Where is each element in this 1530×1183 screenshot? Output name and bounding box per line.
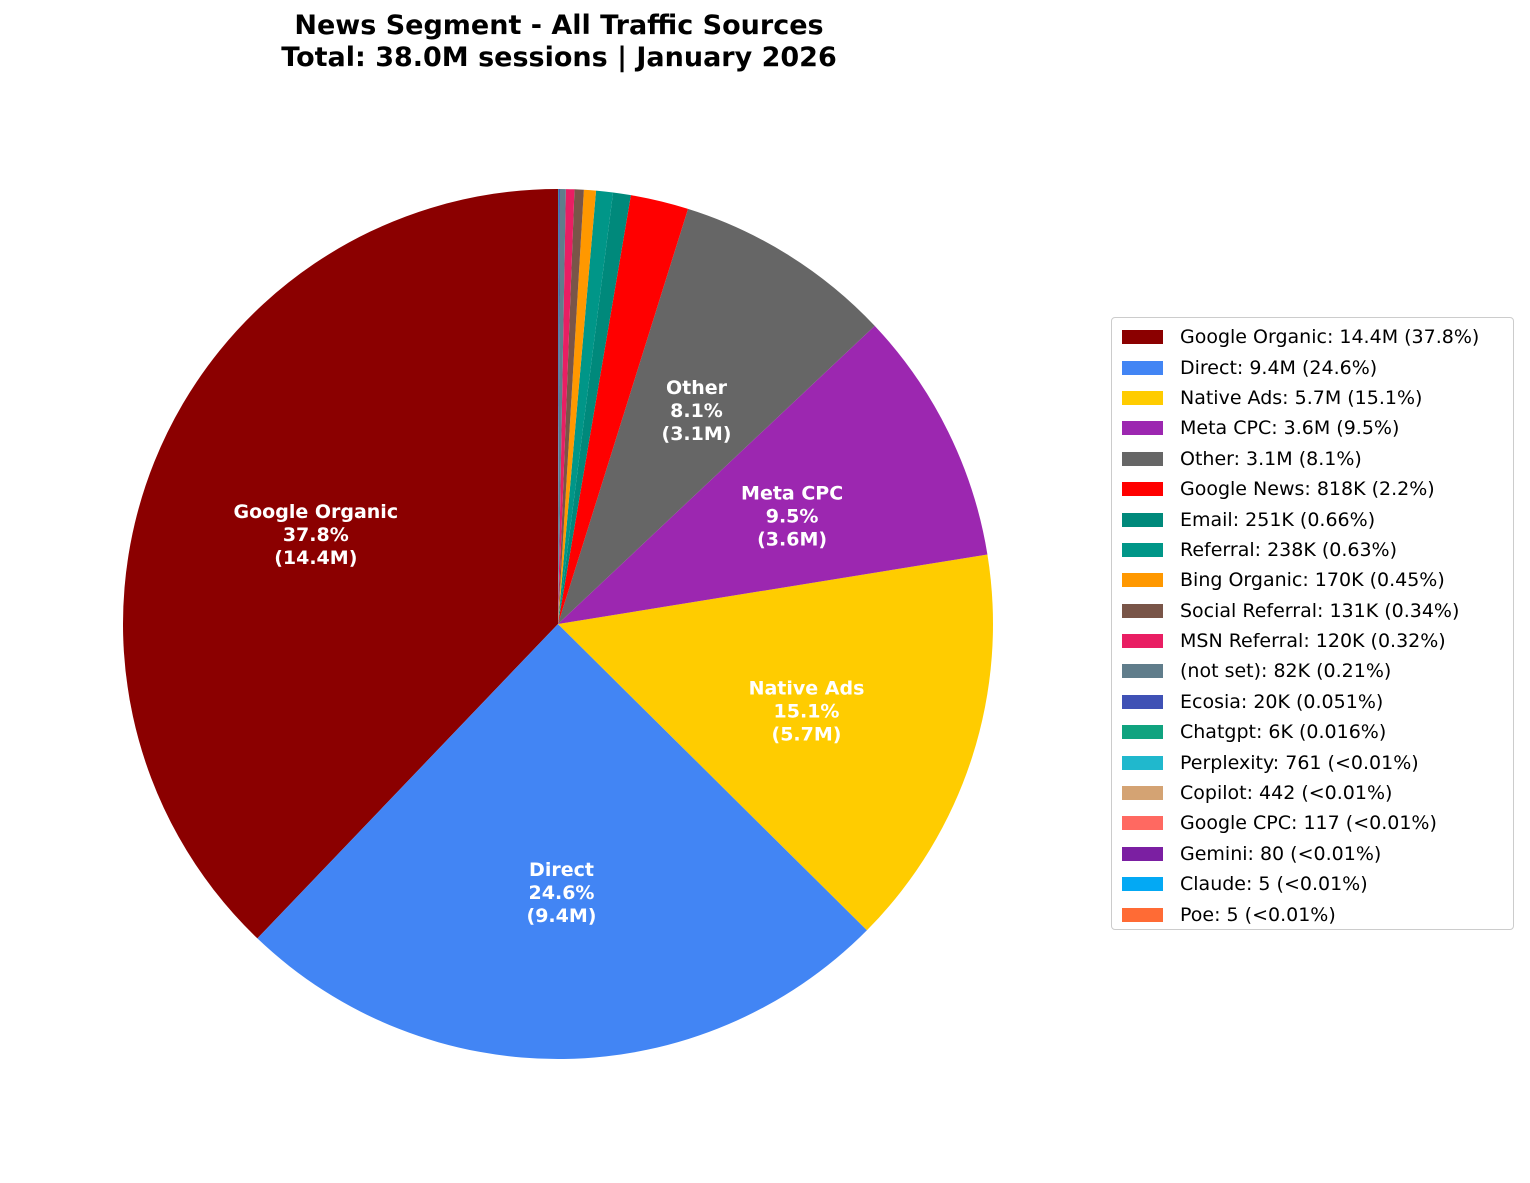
pie-slice-other bbox=[558, 208, 875, 624]
legend-swatch bbox=[1122, 512, 1163, 527]
legend-swatch bbox=[1122, 816, 1163, 831]
legend-label: Email: 251K (0.66%) bbox=[1180, 508, 1376, 531]
legend-label: (not set): 82K (0.21%) bbox=[1180, 660, 1392, 683]
legend-label: Other: 3.1M (8.1%) bbox=[1180, 447, 1362, 470]
legend-label: Referral: 238K (0.63%) bbox=[1180, 538, 1398, 561]
legend-item: Poe: 5 (<0.01%) bbox=[1112, 899, 1513, 929]
chart-subtitle: Total: 38.0M sessions | January 2026 bbox=[281, 42, 837, 73]
pie-slice-referral bbox=[558, 190, 614, 625]
legend-swatch bbox=[1122, 664, 1163, 679]
chart-title: News Segment - All Traffic Sources Total… bbox=[0, 10, 1118, 74]
legend-label: Direct: 9.4M (24.6%) bbox=[1180, 356, 1378, 379]
legend-item: Google Organic: 14.4M (37.8%) bbox=[1112, 322, 1513, 352]
chart-title-line1: News Segment - All Traffic Sources bbox=[294, 10, 824, 41]
legend-item: Social Referral: 131K (0.34%) bbox=[1112, 596, 1513, 626]
slice-label: Google Organic 37.8% (14.4M) bbox=[234, 501, 399, 569]
legend-item: Copilot: 442 (<0.01%) bbox=[1112, 778, 1513, 808]
legend-label: Copilot: 442 (<0.01%) bbox=[1180, 782, 1393, 805]
legend-swatch bbox=[1122, 877, 1163, 892]
slice-label: Meta CPC 9.5% (3.6M) bbox=[741, 483, 843, 551]
legend-swatch bbox=[1122, 482, 1163, 497]
legend-item: Chatgpt: 6K (0.016%) bbox=[1112, 717, 1513, 747]
legend-label: Google News: 818K (2.2%) bbox=[1180, 478, 1435, 501]
slice-label: Direct 24.6% (9.4M) bbox=[527, 859, 597, 927]
legend-label: Chatgpt: 6K (0.016%) bbox=[1180, 721, 1387, 744]
pie-slice-meta-cpc bbox=[558, 325, 988, 624]
pie-slice-chatgpt bbox=[558, 188, 559, 624]
legend-item: Meta CPC: 3.6M (9.5%) bbox=[1112, 413, 1513, 443]
chart-legend: Google Organic: 14.4M (37.8%) Direct: 9.4… bbox=[1111, 317, 1514, 930]
pie-slices bbox=[122, 188, 994, 1060]
legend-label: Google CPC: 117 (<0.01%) bbox=[1180, 812, 1437, 835]
legend-item: Bing Organic: 170K (0.45%) bbox=[1112, 565, 1513, 595]
pie-slice-direct bbox=[257, 624, 867, 1060]
legend-item: Google CPC: 117 (<0.01%) bbox=[1112, 808, 1513, 838]
legend-item: Native Ads: 5.7M (15.1%) bbox=[1112, 383, 1513, 413]
legend-swatch bbox=[1122, 907, 1163, 922]
legend-label: Social Referral: 131K (0.34%) bbox=[1180, 599, 1460, 622]
pie-slice-labels: Google Organic 37.8% (14.4M) Direct 24.6% (9.… bbox=[234, 377, 865, 927]
legend-label: Poe: 5 (<0.01%) bbox=[1180, 903, 1336, 926]
legend-item: Email: 251K (0.66%) bbox=[1112, 504, 1513, 534]
legend-swatch bbox=[1122, 451, 1163, 466]
legend-label: Bing Organic: 170K (0.45%) bbox=[1180, 569, 1445, 592]
legend-item: Google News: 818K (2.2%) bbox=[1112, 474, 1513, 504]
pie-slice-email bbox=[558, 192, 631, 624]
pie-slice-not-set bbox=[558, 189, 566, 624]
legend-label: Native Ads: 5.7M (15.1%) bbox=[1180, 386, 1423, 409]
legend-item: Direct: 9.4M (24.6%) bbox=[1112, 352, 1513, 382]
slice-label: Other 8.1% (3.1M) bbox=[662, 377, 732, 445]
legend-swatch bbox=[1122, 421, 1163, 436]
legend-label: MSN Referral: 120K (0.32%) bbox=[1180, 630, 1446, 653]
slice-label: Native Ads 15.1% (5.7M) bbox=[749, 678, 865, 746]
legend-swatch bbox=[1122, 694, 1163, 709]
legend-swatch bbox=[1122, 725, 1163, 740]
legend-swatch bbox=[1122, 786, 1163, 801]
legend-label: Perplexity: 761 (<0.01%) bbox=[1180, 751, 1419, 774]
legend-label: Gemini: 80 (<0.01%) bbox=[1180, 842, 1382, 865]
legend-swatch bbox=[1122, 542, 1163, 557]
pie-slice-bing-organic bbox=[558, 189, 597, 624]
legend-swatch bbox=[1122, 390, 1163, 405]
legend-swatch bbox=[1122, 634, 1163, 649]
legend-label: Google Organic: 14.4M (37.8%) bbox=[1180, 326, 1480, 349]
legend-swatch bbox=[1122, 573, 1163, 588]
legend-item: Ecosia: 20K (0.051%) bbox=[1112, 687, 1513, 717]
legend-item: Perplexity: 761 (<0.01%) bbox=[1112, 747, 1513, 777]
legend-item: Gemini: 80 (<0.01%) bbox=[1112, 839, 1513, 869]
legend-item: MSN Referral: 120K (0.32%) bbox=[1112, 626, 1513, 656]
legend-swatch bbox=[1122, 603, 1163, 618]
pie-chart: Google Organic 37.8% (14.4M) Direct 24.6% (9.… bbox=[122, 188, 994, 1060]
legend-swatch bbox=[1122, 330, 1163, 345]
pie-slice-social-referral bbox=[558, 189, 584, 624]
legend-label: Ecosia: 20K (0.051%) bbox=[1180, 690, 1384, 713]
pie-slice-native-ads bbox=[558, 554, 994, 931]
legend-swatch bbox=[1122, 360, 1163, 375]
legend-swatch bbox=[1122, 846, 1163, 861]
legend-swatch bbox=[1122, 755, 1163, 770]
pie-slice-google-organic bbox=[122, 189, 558, 939]
legend-item: Other: 3.1M (8.1%) bbox=[1112, 444, 1513, 474]
legend-item: Claude: 5 (<0.01%) bbox=[1112, 869, 1513, 899]
pie-slice-ecosia bbox=[558, 188, 560, 625]
legend-label: Meta CPC: 3.6M (9.5%) bbox=[1180, 417, 1400, 440]
legend-item: (not set): 82K (0.21%) bbox=[1112, 656, 1513, 686]
legend-item: Referral: 238K (0.63%) bbox=[1112, 535, 1513, 565]
pie-slice-msn-referral bbox=[558, 189, 575, 624]
legend-label: Claude: 5 (<0.01%) bbox=[1180, 873, 1368, 896]
pie-slice-google-news bbox=[558, 195, 689, 624]
